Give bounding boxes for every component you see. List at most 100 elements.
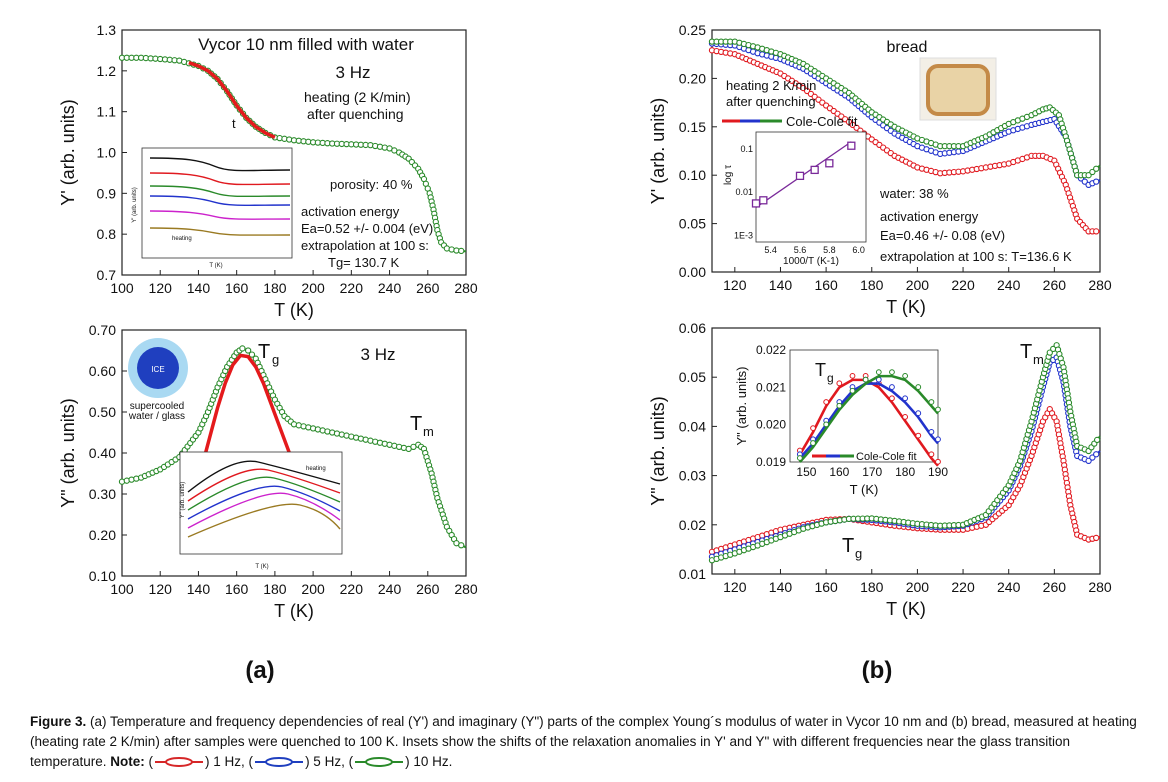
caption-prefix: Figure 3.	[30, 714, 87, 729]
b-top-inset: 5.4 5.6 5.8 6.0 1E-3 0.01 0.1 1000/T (K-1) log τ	[723, 131, 867, 267]
a-top-ea: Ea=0.52 +/- 0.004 (eV)	[301, 221, 433, 236]
b_bottom-xtick-label: 200	[906, 579, 930, 595]
b_top-xtick-label: 260	[1043, 277, 1067, 293]
b-bottom-inset-ytick: 0.022	[756, 343, 786, 357]
a-bottom-inset-curve	[187, 503, 341, 538]
b-top-inset-point	[825, 159, 834, 168]
a-top-inset-curve	[149, 157, 291, 172]
a-top-title: Vycor 10 nm filled with water	[198, 35, 414, 54]
a-top-porosity: porosity: 40 %	[330, 177, 413, 192]
a_top-xtick-label: 260	[416, 280, 440, 296]
a-top-t-label: t	[232, 116, 236, 131]
b-bottom-inset-xtick: 180	[895, 465, 915, 479]
b_top-series-1-point	[1093, 178, 1100, 185]
a-top-inset-xlabel: T (K)	[209, 263, 222, 269]
b-bottom-inset-point	[902, 372, 909, 379]
a-bottom-inset-curve	[187, 476, 341, 511]
b_bottom-series-0-point	[1093, 534, 1100, 542]
b_top-frame	[711, 29, 1101, 273]
a_bottom-ytick-label: 0.20	[89, 527, 116, 543]
caption-text: (a) Temperature and frequency dependenci…	[30, 714, 1137, 769]
a_bottom-xtick-label: 160	[225, 581, 249, 597]
supercooled-label: supercooled	[130, 401, 184, 412]
b-bottom-inset-point	[849, 372, 856, 379]
a_bottom-ytick-label: 0.70	[89, 322, 116, 338]
b-bottom-inset-point	[796, 455, 803, 461]
a-top-tg: Tg= 130.7 K	[328, 255, 400, 270]
b-bottom-tm-label: T	[1020, 341, 1032, 363]
b_top-xtick-label: 180	[860, 277, 884, 293]
a-top-inset-curve	[149, 172, 291, 186]
a_top-ytick-label: 1.2	[97, 63, 117, 79]
a_top-series-1-line	[188, 61, 276, 139]
ice-core	[137, 347, 179, 389]
a_bottom-xtick-label: 100	[110, 581, 134, 597]
figure-canvas: 100 120 140 160 180 200 220 240 260 280 0.7 0.8 0.9 1…	[58, 22, 1112, 684]
b-top-inset-xtick: 5.6	[794, 245, 807, 255]
b-bottom-inset-point	[928, 399, 935, 405]
a-bottom-inset: heating T (K) Y" (arb. units)	[179, 451, 343, 570]
a_top-xtick-label: 240	[378, 280, 402, 296]
b-top-fit-label: Cole-Cole fit	[786, 114, 858, 129]
b-top-heating: heating 2 K/min	[726, 78, 816, 93]
a_bottom-xtick-label: 120	[149, 581, 173, 597]
b-bottom-inset-xtick: 160	[829, 465, 849, 479]
b-bottom-inset-point	[889, 395, 895, 402]
legend-10hz-marker	[355, 757, 404, 768]
b-bottom-inset-point	[810, 425, 816, 432]
b_top-xtick-label: 160	[814, 277, 838, 293]
a_top-xtick-label: 140	[187, 280, 211, 296]
b_bottom-ytick-label: 0.01	[679, 566, 706, 582]
b-bottom-inset-point	[823, 399, 830, 405]
a-bottom-inset-curve	[187, 460, 341, 493]
b_bottom-xtick-label: 120	[723, 579, 747, 595]
a_top-ylabel: Y' (arb. units)	[58, 99, 78, 205]
b_bottom-xtick-label: 160	[814, 579, 838, 595]
b_bottom-series-2-point	[1093, 436, 1101, 444]
b-top-inset-xlabel: 1000/T (K-1)	[783, 256, 839, 267]
a-bottom-inset-curve	[187, 492, 341, 529]
a-bottom-inset-ylabel: Y" (arb. units)	[180, 482, 186, 518]
bread-slice	[926, 64, 990, 116]
b_top-series-0-point	[1093, 228, 1100, 235]
b-top-ea: Ea=0.46 +/- 0.08 (eV)	[880, 228, 1005, 243]
a_bottom-ytick-label: 0.30	[89, 486, 116, 502]
b_top-ytick-label: 0.05	[679, 216, 706, 232]
a-bottom-inset-xlabel: T (K)	[255, 564, 268, 570]
b-top-extrap: extrapolation at 100 s: T=136.6 K	[880, 249, 1072, 264]
b-bottom-inset-point	[810, 440, 816, 446]
a-top-activation: activation energy	[301, 204, 400, 219]
caption-note-label: Note:	[110, 754, 145, 769]
b-bottom-inset-ytick: 0.020	[756, 418, 786, 432]
b_top-series-2-point	[1085, 172, 1092, 179]
b-bottom-inset-point	[836, 402, 843, 409]
legend-1hz-marker	[155, 757, 204, 768]
b-bottom-inset-point	[915, 432, 922, 439]
b-bottom-inset-point	[849, 387, 856, 394]
a-bottom-inset-heating: heating	[306, 466, 326, 472]
b_bottom-ytick-label: 0.03	[679, 468, 706, 484]
b-bottom-inset-ylabel: Y" (arb. units)	[734, 366, 749, 445]
a-bottom-freq: 3 Hz	[361, 345, 396, 364]
b_bottom-xtick-label: 180	[860, 579, 884, 595]
b_bottom-xtick-label: 240	[997, 579, 1021, 595]
b-bottom-tg-label: T	[842, 535, 854, 557]
b_top-ylabel: Y' (arb. units)	[648, 98, 668, 204]
a-top-inset-heating: heating	[172, 236, 192, 242]
b-bottom-inset-series-1	[798, 382, 939, 460]
b_bottom-ytick-label: 0.02	[679, 517, 706, 533]
b-bottom-fit-label: Cole-Cole fit	[856, 451, 917, 463]
a_top-series-0-point	[458, 247, 465, 255]
a_bottom-xlabel: T (K)	[274, 601, 314, 621]
b-bottom-tg-sub: g	[855, 546, 862, 561]
a_bottom-xtick-label: 180	[263, 581, 287, 597]
legend-10hz-label: ) 10 Hz.	[405, 754, 453, 769]
b_bottom-ylabel: Y" (arb. units)	[648, 396, 668, 505]
b-bottom-inset-point	[889, 369, 895, 376]
b-bottom-inset-xtick: 190	[928, 465, 948, 479]
b-top-inset-xtick: 6.0	[852, 245, 865, 255]
b-bottom-inset-xlabel: T (K)	[850, 482, 879, 497]
a_top-ytick-label: 1.1	[97, 104, 117, 120]
b-top-inset-point	[759, 196, 768, 205]
a_bottom-ytick-label: 0.40	[89, 445, 116, 461]
